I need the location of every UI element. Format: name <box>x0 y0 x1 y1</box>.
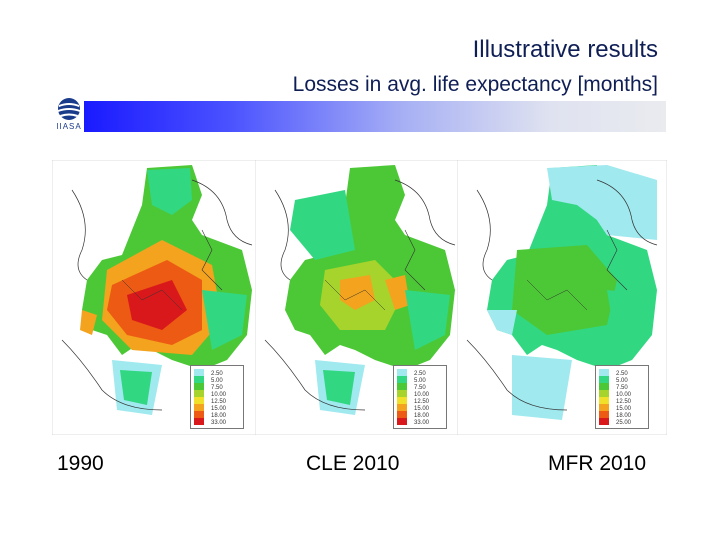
legend-value: 25.00 <box>616 420 632 426</box>
legend-value: 18.00 <box>414 413 430 419</box>
globe-icon <box>58 98 80 120</box>
legend-value: 7.50 <box>616 385 628 391</box>
legend-value: 2.50 <box>211 371 223 377</box>
caption-cle-2010: CLE 2010 <box>306 452 400 475</box>
legend-value: 15.00 <box>211 406 227 412</box>
legend-value: 33.00 <box>211 420 227 426</box>
legend-value: 2.50 <box>616 371 628 377</box>
logo-text: IIASA <box>56 122 82 131</box>
legend-value: 2.50 <box>414 371 426 377</box>
legend-value: 5.00 <box>414 378 426 384</box>
map-1990: 2.50 5.00 7.50 10.00 12.50 15.00 18.00 3… <box>51 159 263 436</box>
slide-title: Illustrative results <box>472 36 658 63</box>
legend-value: 15.00 <box>414 406 430 412</box>
caption-mfr-2010: MFR 2010 <box>548 452 647 475</box>
map-mfr-2010: 2.50 5.00 7.50 10.00 12.50 15.00 18.00 2… <box>456 159 668 436</box>
legend-value: 5.00 <box>616 378 628 384</box>
legend-value: 18.00 <box>616 413 632 419</box>
caption-1990: 1990 <box>57 452 104 475</box>
legend-cle-2010: 2.50 5.00 7.50 10.00 12.50 15.00 18.00 3… <box>393 365 447 429</box>
slide-subtitle: Losses in avg. life expectancy [months] <box>292 73 658 96</box>
legend-value: 12.50 <box>616 399 632 405</box>
legend-value: 33.00 <box>414 420 430 426</box>
legend-value: 7.50 <box>211 385 223 391</box>
legend-1990: 2.50 5.00 7.50 10.00 12.50 15.00 18.00 3… <box>190 365 244 429</box>
legend-value: 12.50 <box>414 399 430 405</box>
legend-value: 7.50 <box>414 385 426 391</box>
legend-value: 10.00 <box>616 392 632 398</box>
legend-value: 5.00 <box>211 378 223 384</box>
legend-value: 10.00 <box>414 392 430 398</box>
map-cle-2010: 2.50 5.00 7.50 10.00 12.50 15.00 18.00 3… <box>254 159 466 436</box>
iiasa-logo: IIASA <box>54 96 84 134</box>
legend-value: 15.00 <box>616 406 632 412</box>
legend-mfr-2010: 2.50 5.00 7.50 10.00 12.50 15.00 18.00 2… <box>595 365 649 429</box>
legend-value: 10.00 <box>211 392 227 398</box>
legend-value: 18.00 <box>211 413 227 419</box>
header-gradient-band <box>84 101 666 132</box>
legend-value: 12.50 <box>211 399 227 405</box>
